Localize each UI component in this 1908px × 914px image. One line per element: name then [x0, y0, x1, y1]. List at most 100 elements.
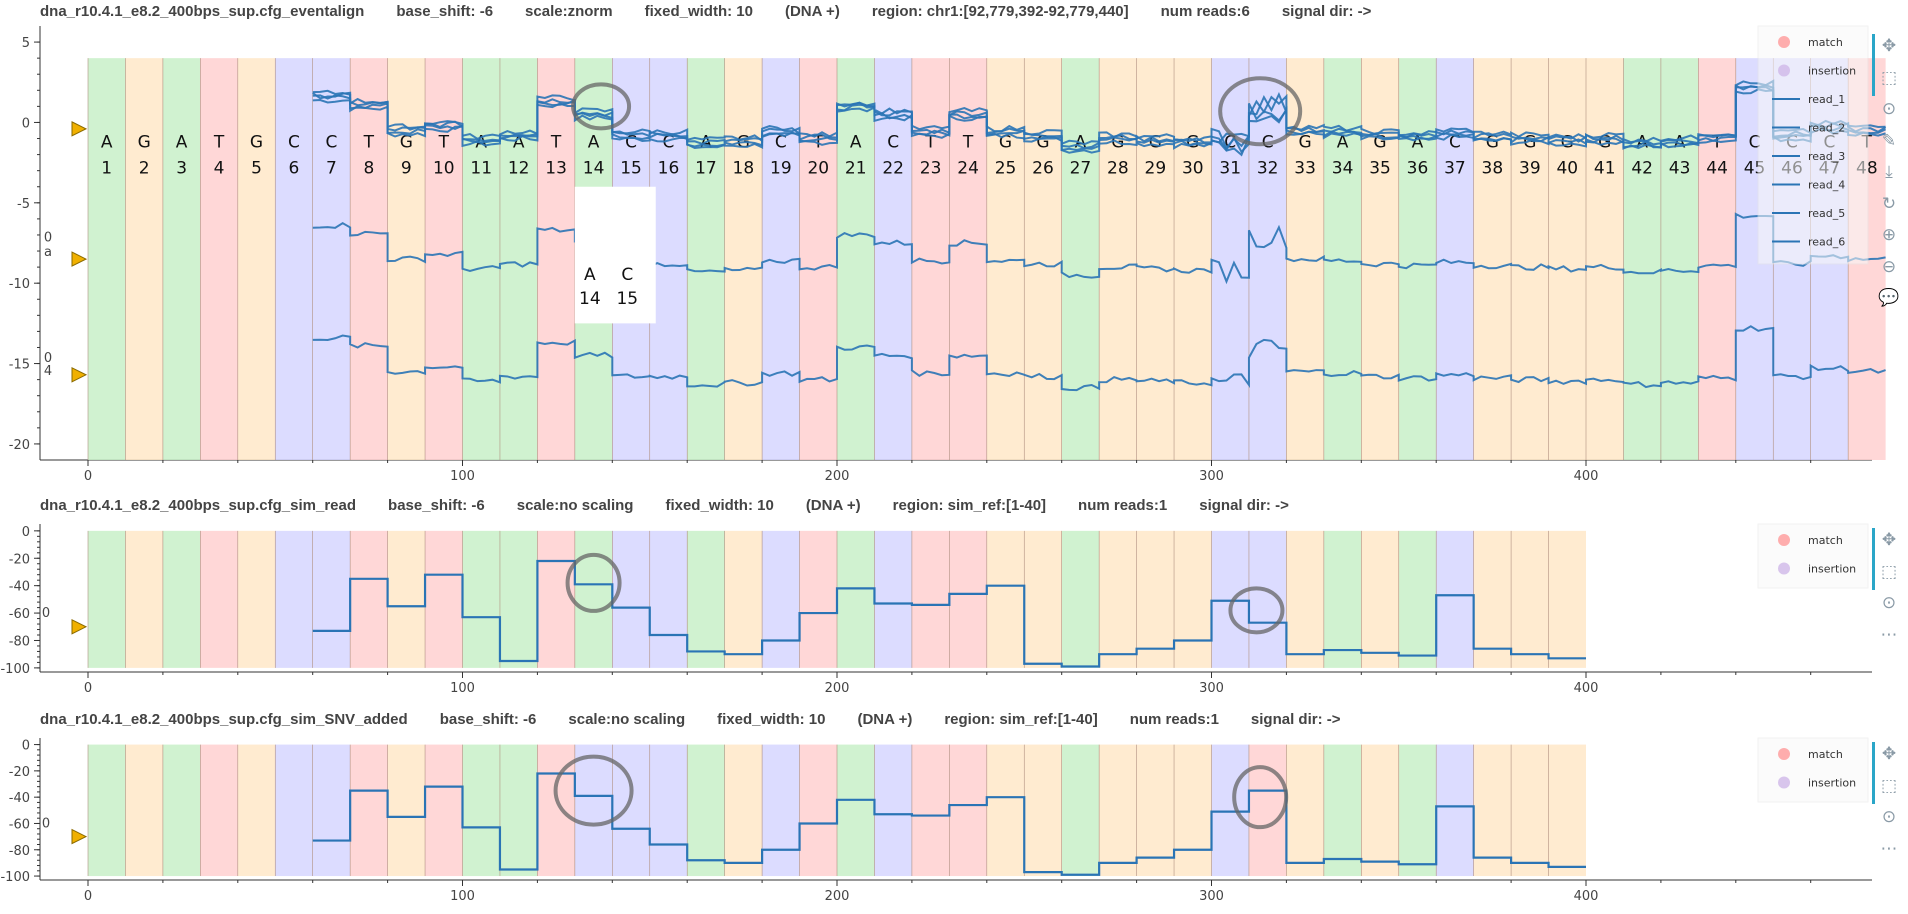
- base-letter: G: [1486, 133, 1499, 153]
- title-base-shift: base_shift: -6: [396, 3, 494, 20]
- x-tick-label: 300: [1199, 681, 1224, 696]
- title-scale: scale:no scaling: [516, 497, 634, 514]
- y-tick-label: -100: [0, 662, 30, 677]
- base-position: 42: [1631, 158, 1653, 178]
- title-file: dna_r10.4.1_e8.2_400bps_sup.cfg_eventali…: [40, 3, 365, 20]
- box-zoom-icon[interactable]: ⬚: [1880, 561, 1898, 582]
- base-band-C: [874, 530, 912, 668]
- base-letter: T: [550, 133, 562, 153]
- wheel-zoom-icon[interactable]: ⊙: [1881, 593, 1897, 613]
- base-band-C: [312, 58, 351, 461]
- title-base-shift: base_shift: -6: [439, 711, 537, 728]
- base-band-A: [1398, 530, 1437, 668]
- x-tick-label: 400: [1574, 889, 1599, 904]
- x-tick-label: 0: [84, 889, 92, 904]
- pan-icon[interactable]: ✥: [1881, 36, 1897, 56]
- annotation-circle: [1228, 586, 1285, 635]
- title-region: region: sim_ref:[1-40]: [944, 711, 1098, 728]
- base-band-C: [1211, 744, 1249, 877]
- base-band-G: [1024, 744, 1062, 877]
- x-tick-label: 300: [1199, 469, 1224, 484]
- signal-line: [312, 772, 1586, 876]
- base-band-T: [350, 530, 388, 668]
- base-band-C: [275, 58, 313, 461]
- annotation-circle: [565, 552, 622, 613]
- zoom-out-icon[interactable]: ⊖: [1881, 256, 1897, 277]
- title-num-reads: num reads:1: [1078, 497, 1168, 514]
- base-band-G: [1473, 530, 1512, 668]
- eventalign-chart[interactable]: 50-5-10-15-200 100 200 300 400A1G2A3T4G5C6C7…: [0, 0, 1908, 490]
- base-band-G: [125, 530, 163, 668]
- base-band-G: [1586, 58, 1624, 461]
- eventalign-plot: dna_r10.4.1_e8.2_400bps_sup.cfg_eventali…: [0, 0, 1908, 490]
- read-marker: [71, 121, 88, 137]
- sim-read-chart[interactable]: 0 -20 -40 -60 -80 -100 0 100 200 300 400 0 match inse…: [0, 494, 1908, 706]
- title-signal-dir: signal dir: ->: [1199, 497, 1289, 514]
- base-letter: C: [288, 133, 300, 153]
- base-band-G: [1099, 58, 1137, 461]
- base-band-G: [1548, 744, 1586, 877]
- base-band-T: [537, 530, 575, 668]
- base-band-T: [949, 744, 987, 877]
- base-position: 5: [251, 158, 262, 178]
- base-position: 16: [658, 158, 680, 178]
- base-band-G: [1136, 744, 1175, 877]
- pan-icon[interactable]: ✥: [1881, 744, 1897, 764]
- tooltip-base: A: [584, 265, 596, 285]
- base-band-G: [724, 58, 763, 461]
- base-band-A: [687, 744, 725, 877]
- base-band-A: [1323, 58, 1362, 461]
- base-position: 4: [214, 158, 225, 178]
- y-tick-label: -5: [17, 197, 30, 212]
- base-position: 7: [326, 158, 337, 178]
- zoom-in-icon[interactable]: ⊕: [1881, 225, 1897, 245]
- base-letter: A: [588, 133, 600, 153]
- y-tick-label: -80: [9, 634, 30, 649]
- base-position: 2: [139, 158, 150, 178]
- base-band-T: [911, 530, 950, 668]
- base-position: 15: [620, 158, 642, 178]
- title-scale: scale:no scaling: [568, 711, 686, 728]
- pan-icon[interactable]: ✥: [1881, 530, 1897, 550]
- base-band-G: [1024, 58, 1062, 461]
- base-band-G: [125, 58, 163, 461]
- legend-entry-read_5: read_5: [1808, 207, 1845, 220]
- base-band-C: [1211, 530, 1249, 668]
- title-base-shift: base_shift: -6: [388, 497, 485, 514]
- base-letter: T: [363, 133, 375, 153]
- base-band-C: [612, 530, 650, 668]
- base-band-A: [88, 530, 126, 668]
- more-icon[interactable]: ⋯: [1880, 624, 1898, 645]
- base-letter: C: [887, 133, 899, 153]
- y-tick-label: -100: [0, 870, 30, 885]
- reset-icon[interactable]: ↻: [1881, 193, 1897, 214]
- box-zoom-icon[interactable]: ⬚: [1880, 775, 1898, 796]
- y-tick-label: -80: [9, 844, 30, 859]
- tooltip-position: 15: [616, 289, 638, 309]
- toolbar-active-indicator: [1872, 742, 1875, 804]
- edit-icon[interactable]: ✎: [1881, 130, 1897, 151]
- wheel-zoom-icon[interactable]: ⊙: [1881, 99, 1897, 119]
- hover-icon[interactable]: 💬: [1878, 288, 1900, 308]
- base-band-A: [1061, 744, 1100, 877]
- box-zoom-icon[interactable]: ⬚: [1880, 67, 1898, 88]
- base-band-G: [986, 744, 1025, 877]
- save-icon[interactable]: ⤓: [1885, 162, 1893, 182]
- wheel-zoom-icon[interactable]: ⊙: [1881, 807, 1897, 827]
- legend-entry-read_6: read_6: [1808, 236, 1845, 249]
- more-icon[interactable]: ⋯: [1880, 838, 1898, 859]
- base-band-G: [387, 744, 426, 877]
- base-band-G: [1286, 744, 1324, 877]
- y-tick-label: 0: [22, 739, 30, 754]
- base-band-T: [911, 744, 950, 877]
- title-signal-dir: signal dir: ->: [1250, 711, 1341, 728]
- base-band-G: [237, 530, 276, 668]
- signal-line: [312, 559, 1586, 668]
- base-letter: A: [850, 133, 862, 153]
- title-strand: (DNA +): [784, 3, 840, 20]
- base-band-A: [1623, 58, 1661, 461]
- base-band-C: [874, 744, 912, 877]
- base-band-G: [125, 744, 163, 877]
- base-band-T: [799, 58, 837, 461]
- sim-snv-chart[interactable]: 0 -20 -40 -60 -80 -100 0 100 200 300 400 0 match inse…: [0, 708, 1908, 914]
